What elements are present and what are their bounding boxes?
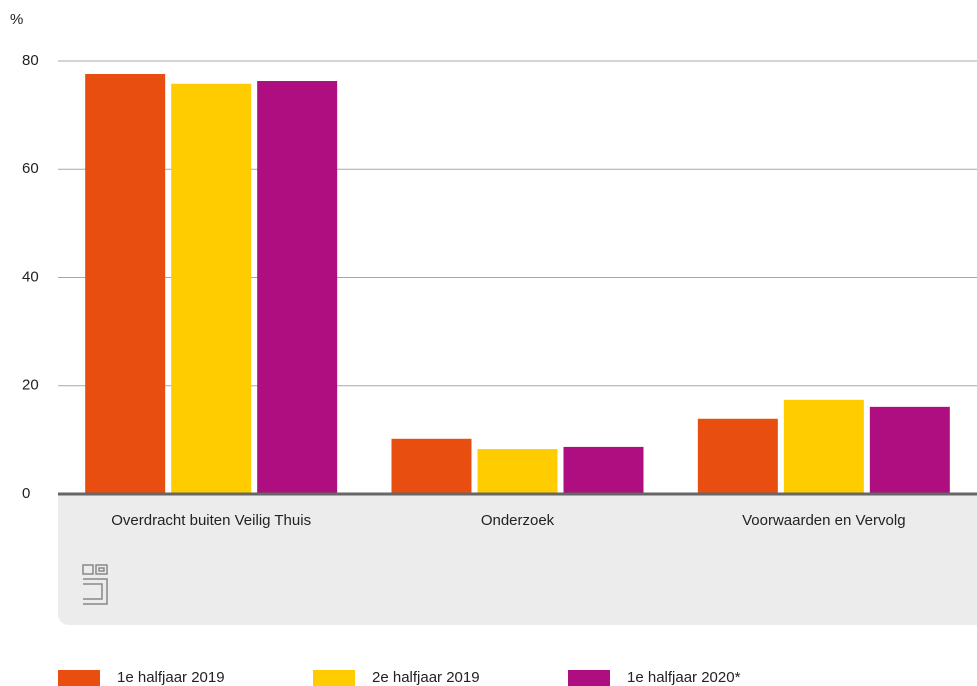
y-tick-label: 0 [22,485,30,502]
bar [783,399,864,494]
y-tick-label: 40 [22,268,39,285]
y-tick-label: 60 [22,160,39,177]
y-tick-label: 20 [22,377,39,394]
legend-label: 1e halfjaar 2020* [627,669,741,686]
bar [477,449,558,494]
bar [563,446,644,494]
x-tick-label: Voorwaarden en Vervolg [742,512,905,529]
y-tick-label: 80 [22,52,39,69]
bar [869,406,950,494]
x-tick-label: Onderzoek [481,512,555,529]
legend-label: 2e halfjaar 2019 [372,669,480,686]
x-tick-label: Overdracht buiten Veilig Thuis [111,512,311,529]
legend-swatch [313,670,355,686]
legend-swatch [58,670,100,686]
legend-label: 1e halfjaar 2019 [117,669,225,686]
legend-swatch [568,670,610,686]
bar [391,438,472,494]
bar [697,418,778,494]
category-panel [58,494,977,625]
y-axis-label: % [10,11,23,28]
bar [257,81,338,495]
logo [82,564,108,605]
bar [171,83,252,495]
bar [85,73,166,495]
